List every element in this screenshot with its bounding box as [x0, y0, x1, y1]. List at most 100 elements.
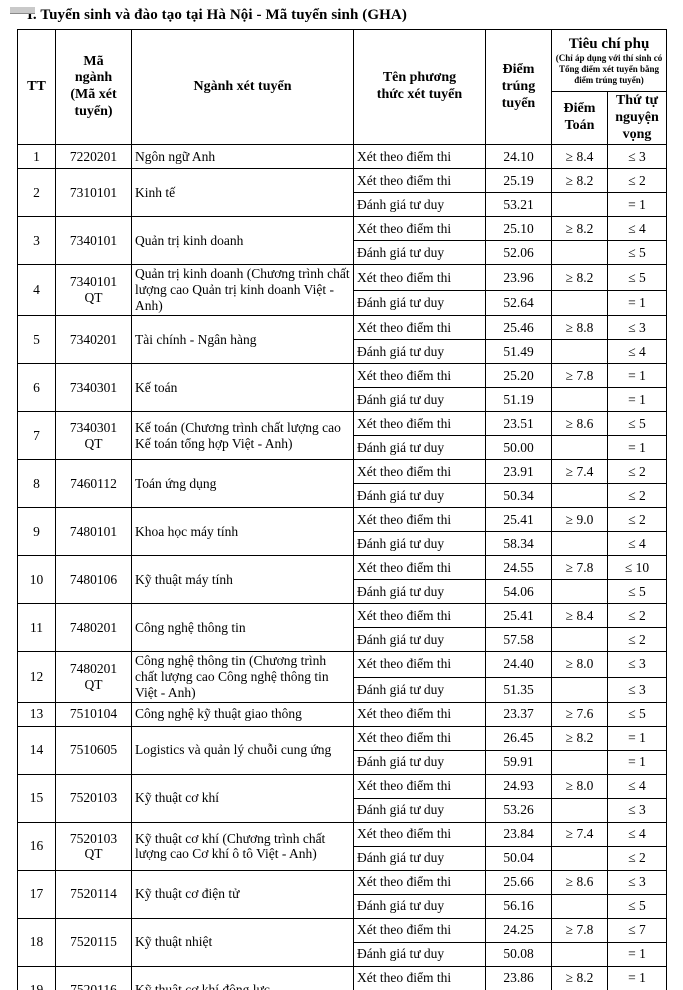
- cell-method: Đánh giá tư duy: [353, 531, 486, 557]
- cell-score: 23.86: [485, 965, 552, 990]
- cell-preference-order: ≤ 4: [607, 773, 667, 799]
- cell-math-criteria: [551, 627, 608, 653]
- table-row: Đánh giá tư duy 52.06 ≤ 5: [18, 240, 667, 266]
- cell-preference-order: ≤ 2: [607, 483, 667, 509]
- cell-tt: 13: [17, 701, 56, 727]
- cell-preference-order: = 1: [607, 363, 667, 389]
- cell-major-code: 7340301 QT: [55, 411, 132, 461]
- table-row: Đánh giá tư duy 50.08 = 1: [18, 941, 667, 967]
- header-major-code: Mã ngành (Mã xét tuyển): [55, 28, 132, 146]
- cell-preference-order: ≤ 4: [607, 339, 667, 365]
- cell-score: 52.64: [485, 289, 552, 317]
- cell-math-criteria: [551, 845, 608, 871]
- cell-major-code: 7480201: [55, 603, 132, 653]
- cell-method: Xét theo điểm thi: [353, 315, 486, 341]
- cell-method: Xét theo điểm thi: [353, 168, 486, 194]
- cell-method: Xét theo điểm thi: [353, 216, 486, 242]
- cell-score: 24.55: [485, 555, 552, 581]
- cell-major-name: Quản trị kinh doanh: [131, 216, 354, 266]
- table-row: 19 7520116 Kỹ thuật cơ khí động lực Xét the…: [17, 965, 667, 990]
- cell-math-criteria: [551, 435, 608, 461]
- cell-score: 59.91: [485, 749, 552, 775]
- cell-score: 25.20: [485, 363, 552, 389]
- cell-tt: 8: [17, 459, 56, 509]
- table-row: 7 7340301 QT Kế toán (Chương trình chất lư…: [17, 411, 667, 461]
- table-row: Đánh giá tư duy 50.04 ≤ 2: [18, 845, 667, 871]
- cell-method: Đánh giá tư duy: [353, 941, 486, 967]
- cell-major-code: 7340301: [55, 363, 132, 413]
- cell-major-name: Công nghệ thông tin (Chương trình chất l…: [131, 651, 354, 703]
- cell-method: Đánh giá tư duy: [353, 289, 486, 317]
- cell-major-name: Kế toán (Chương trình chất lượng cao Kế …: [131, 411, 354, 461]
- cell-method: Xét theo điểm thi: [353, 773, 486, 799]
- table-row: Đánh giá tư duy 56.16 ≤ 5: [18, 893, 667, 919]
- cell-math-criteria: ≥ 8.2: [551, 965, 608, 990]
- cell-method: Xét theo điểm thi: [353, 363, 486, 389]
- cell-score: 24.25: [485, 917, 552, 943]
- cell-method: Xét theo điểm thi: [353, 701, 486, 727]
- cell-score: 50.04: [485, 845, 552, 871]
- cell-method: Đánh giá tư duy: [353, 579, 486, 605]
- header-score: Điểm trúng tuyển: [485, 28, 552, 146]
- cell-major-name: Tài chính - Ngân hàng: [131, 315, 354, 365]
- cell-math-criteria: [551, 339, 608, 365]
- cell-major-code: 7220201: [55, 144, 132, 170]
- table-row: Đánh giá tư duy 57.58 ≤ 2: [18, 627, 667, 653]
- cell-math-criteria: ≥ 8.4: [551, 144, 608, 170]
- cell-score: 24.93: [485, 773, 552, 799]
- table-row: 8 7460112 Toán ứng dụng Xét theo điểm thi 23…: [17, 459, 667, 509]
- cell-score: 50.00: [485, 435, 552, 461]
- cell-tt: 1: [17, 144, 56, 170]
- cell-tt: 17: [17, 869, 56, 919]
- cell-score: 51.19: [485, 387, 552, 413]
- cell-score: 54.06: [485, 579, 552, 605]
- cell-tt: 12: [17, 651, 56, 703]
- cell-math-criteria: [551, 749, 608, 775]
- cell-math-criteria: [551, 893, 608, 919]
- table-row: 11 7480201 Công nghệ thông tin Xét theo điể…: [17, 603, 667, 653]
- cell-method: Xét theo điểm thi: [353, 411, 486, 437]
- secondary-criteria-title: Tiêu chí phụ: [568, 35, 650, 52]
- cell-math-criteria: ≥ 7.8: [551, 555, 608, 581]
- cell-method: Xét theo điểm thi: [353, 965, 486, 990]
- table-row: 14 7510605 Logistics và quản lý chuỗi cung…: [17, 725, 667, 775]
- table-row: 10 7480106 Kỹ thuật máy tính Xét theo điểm …: [17, 555, 667, 605]
- cell-tt: 2: [17, 168, 56, 218]
- cell-math-criteria: ≥ 8.4: [551, 603, 608, 629]
- table-body: 1 7220201 Ngôn ngữ Anh Xét theo điểm thi 24.…: [17, 144, 667, 990]
- cell-tt: 14: [17, 725, 56, 775]
- cell-tt: 3: [17, 216, 56, 266]
- cell-preference-order: ≤ 3: [607, 869, 667, 895]
- cell-math-criteria: ≥ 8.8: [551, 315, 608, 341]
- cell-math-criteria: [551, 387, 608, 413]
- cell-score: 25.66: [485, 869, 552, 895]
- cell-preference-order: ≤ 5: [607, 264, 667, 291]
- cell-major-code: 7480106: [55, 555, 132, 605]
- table-row: Đánh giá tư duy 54.06 ≤ 5: [18, 579, 667, 605]
- cell-math-criteria: ≥ 8.2: [551, 168, 608, 194]
- table-row: Đánh giá tư duy 52.64 = 1: [18, 289, 667, 317]
- cell-preference-order: = 1: [607, 192, 667, 218]
- cell-preference-order: ≤ 4: [607, 216, 667, 242]
- cell-preference-order: ≤ 2: [607, 627, 667, 653]
- cell-method: Xét theo điểm thi: [353, 821, 486, 847]
- cell-score: 26.45: [485, 725, 552, 751]
- cell-major-code: 7340101: [55, 216, 132, 266]
- table-row: 9 7480101 Khoa học máy tính Xét theo điểm t…: [17, 507, 667, 557]
- cell-math-criteria: [551, 797, 608, 823]
- cell-preference-order: ≤ 2: [607, 845, 667, 871]
- cell-major-name: Toán ứng dụng: [131, 459, 354, 509]
- cell-major-code: 7460112: [55, 459, 132, 509]
- cell-math-criteria: [551, 289, 608, 317]
- cell-method: Đánh giá tư duy: [353, 435, 486, 461]
- cell-math-criteria: ≥ 8.0: [551, 773, 608, 799]
- cell-major-code: 7480101: [55, 507, 132, 557]
- cell-major-code: 7510104: [55, 701, 132, 727]
- cell-tt: 18: [17, 917, 56, 967]
- table-row: Đánh giá tư duy 50.00 = 1: [18, 435, 667, 461]
- cell-score: 23.84: [485, 821, 552, 847]
- cell-math-criteria: ≥ 7.8: [551, 917, 608, 943]
- cell-score: 53.21: [485, 192, 552, 218]
- cell-math-criteria: ≥ 8.2: [551, 725, 608, 751]
- cell-major-name: Quản trị kinh doanh (Chương trình chất l…: [131, 264, 354, 317]
